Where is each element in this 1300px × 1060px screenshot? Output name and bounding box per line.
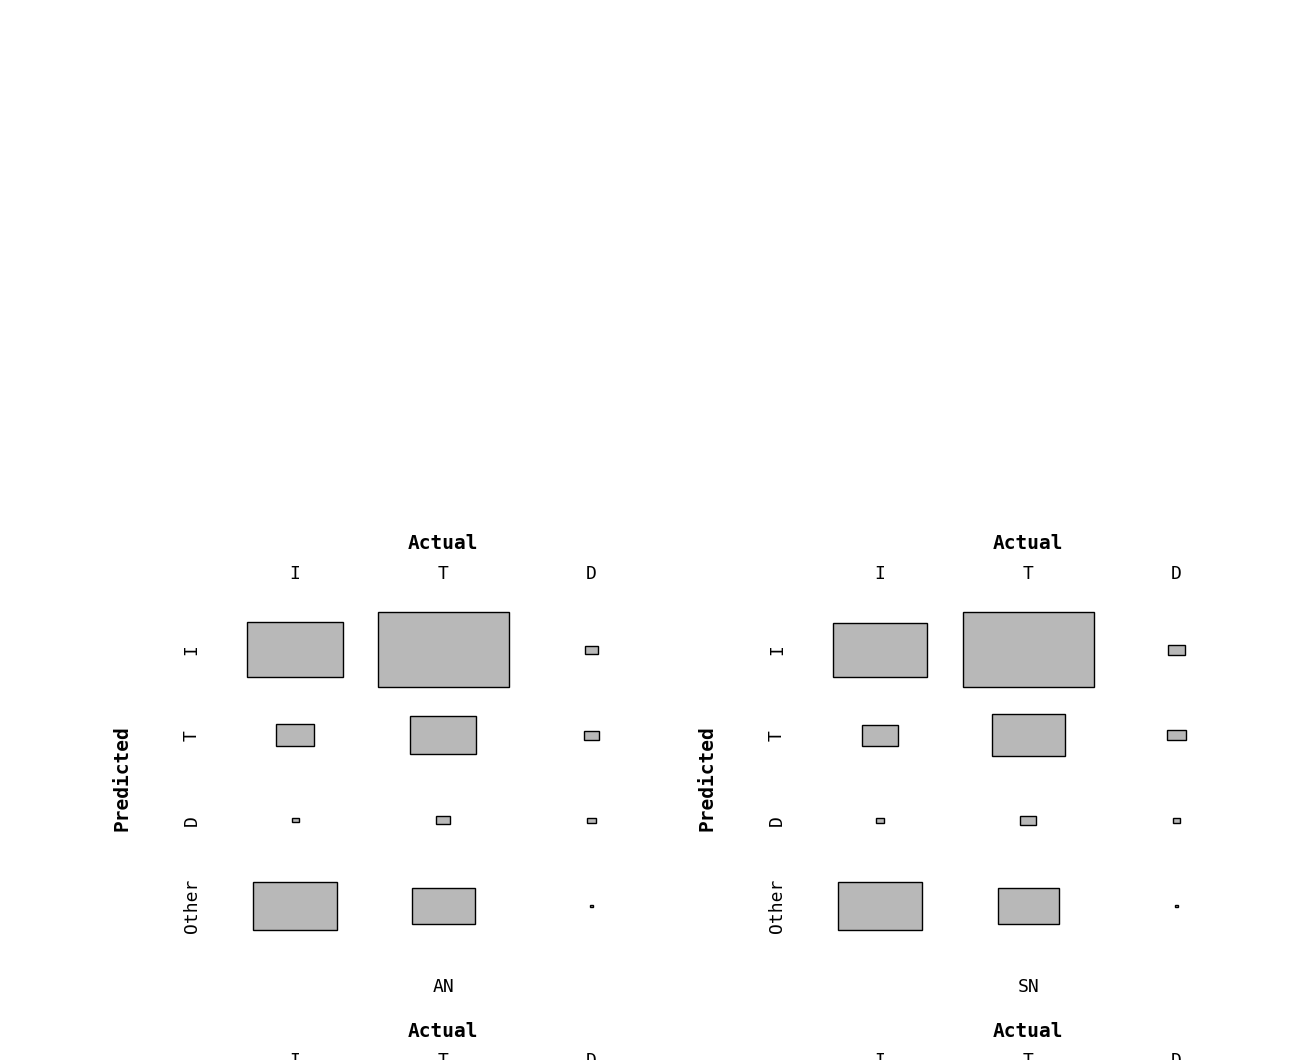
Bar: [838, 882, 922, 930]
Text: T: T: [438, 565, 448, 583]
Text: D: D: [1171, 565, 1182, 583]
Bar: [1173, 818, 1180, 823]
Text: T: T: [438, 1053, 448, 1060]
Bar: [291, 818, 299, 823]
Text: I: I: [875, 565, 885, 583]
Text: AN: AN: [433, 977, 454, 995]
Bar: [590, 905, 593, 906]
Text: T: T: [1023, 1053, 1034, 1060]
Bar: [437, 816, 450, 825]
Text: T: T: [183, 729, 200, 741]
Bar: [588, 818, 595, 823]
Bar: [247, 622, 343, 677]
Bar: [276, 724, 315, 746]
Bar: [997, 888, 1060, 923]
Text: D: D: [1171, 1053, 1182, 1060]
Text: T: T: [1023, 565, 1034, 583]
Bar: [1020, 816, 1036, 825]
Text: I: I: [290, 565, 300, 583]
Text: T: T: [768, 729, 785, 741]
Bar: [584, 730, 599, 740]
Text: Other: Other: [183, 879, 200, 933]
Bar: [1175, 905, 1178, 907]
Bar: [833, 622, 927, 677]
Bar: [1167, 730, 1186, 740]
Bar: [876, 818, 884, 823]
Bar: [963, 613, 1093, 687]
Text: Actual: Actual: [408, 1022, 478, 1041]
Text: I: I: [183, 644, 200, 655]
Bar: [585, 646, 598, 654]
Text: Actual: Actual: [993, 1022, 1063, 1041]
Text: Predicted: Predicted: [697, 725, 716, 831]
Text: D: D: [586, 1053, 597, 1060]
Bar: [411, 717, 476, 754]
Text: I: I: [768, 644, 785, 655]
Text: I: I: [875, 1053, 885, 1060]
Bar: [378, 613, 508, 687]
Text: D: D: [183, 815, 200, 826]
Text: SN: SN: [1018, 977, 1039, 995]
Text: I: I: [290, 1053, 300, 1060]
Bar: [412, 888, 474, 924]
Bar: [862, 725, 898, 745]
Text: Actual: Actual: [408, 534, 478, 553]
Text: Actual: Actual: [993, 534, 1063, 553]
Bar: [254, 882, 337, 930]
Bar: [1169, 646, 1184, 654]
Text: Predicted: Predicted: [112, 725, 131, 831]
Text: Other: Other: [768, 879, 785, 933]
Bar: [992, 714, 1065, 756]
Text: D: D: [768, 815, 785, 826]
Text: D: D: [586, 565, 597, 583]
